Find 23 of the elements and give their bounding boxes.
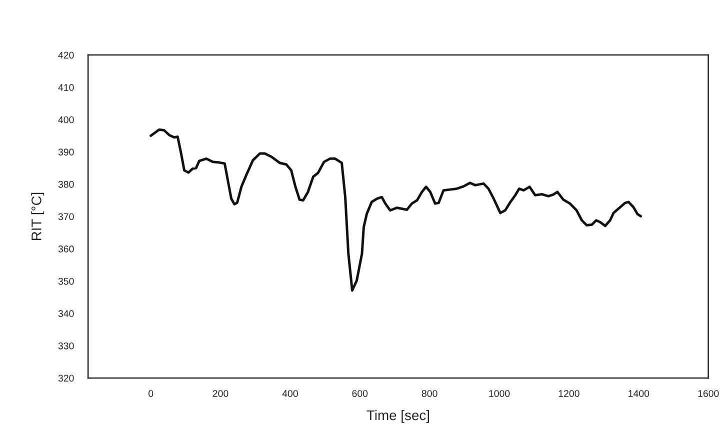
x-tick-label: 1000 [489, 390, 510, 397]
x-tick-label: 200 [212, 390, 228, 397]
y-tick-label: 320 [58, 374, 74, 382]
x-tick-label: 1400 [628, 390, 650, 397]
y-tick-label: 360 [58, 246, 74, 252]
y-tick-label: 390 [58, 148, 74, 156]
x-tick-label: 0 [148, 390, 154, 397]
x-tick-label: 600 [352, 390, 368, 397]
x-tick-label: 1200 [558, 390, 580, 397]
y-tick-label: 400 [58, 116, 74, 124]
y-tick-label: 380 [58, 180, 74, 188]
y-tick-label: 370 [58, 213, 74, 220]
y-tick-label: 420 [58, 52, 74, 59]
y-tick-label: 350 [58, 278, 74, 285]
y-axis-title: RIT [°C] [31, 192, 44, 240]
line-series [150, 128, 642, 292]
y-tick-label: 340 [58, 310, 74, 318]
x-tick-label: 800 [422, 390, 438, 397]
y-tick-label: 410 [58, 84, 74, 91]
x-tick-label: 1600 [698, 390, 719, 397]
x-tick-label: 400 [282, 390, 298, 397]
x-axis-title: Time [sec] [366, 410, 429, 423]
y-tick-label: 330 [58, 342, 74, 350]
